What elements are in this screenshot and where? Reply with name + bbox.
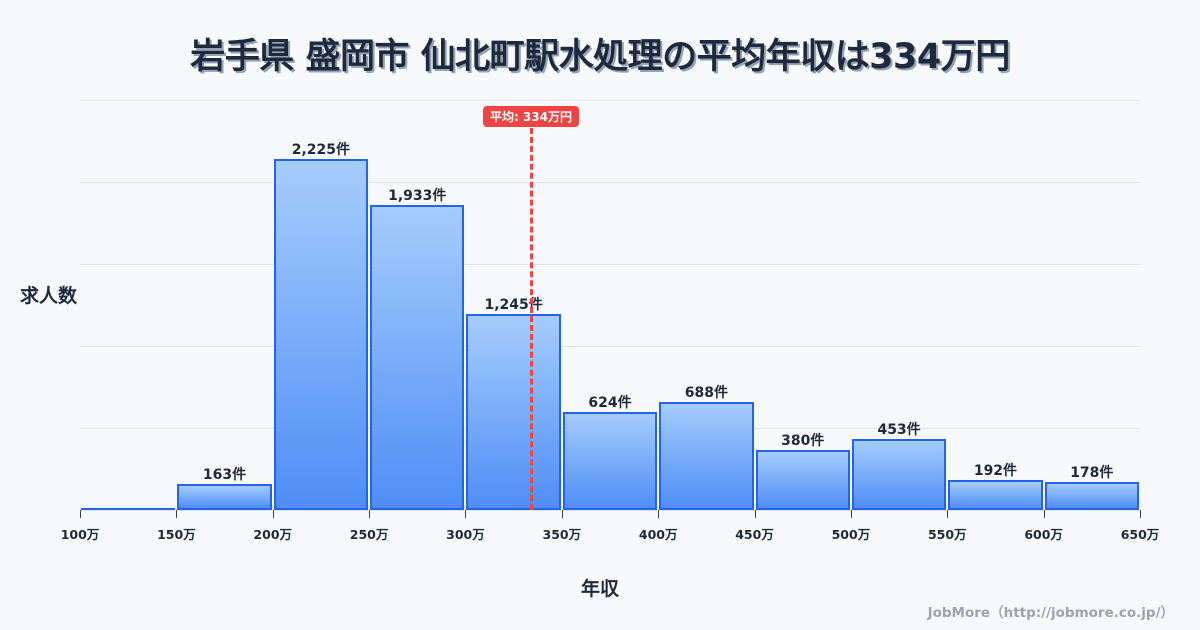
x-tick-label: 500万 (831, 527, 871, 542)
histogram-bar (177, 484, 272, 510)
x-tick-label: 350万 (542, 527, 582, 542)
histogram-bar (562, 411, 658, 510)
histogram-bar (948, 479, 1043, 510)
x-tick-label: 600万 (1024, 527, 1063, 542)
x-tick (176, 510, 178, 518)
x-tick (850, 510, 852, 518)
histogram-bar (81, 508, 176, 510)
bar-value-label: 1,245件 (484, 296, 543, 313)
x-tick-label: 400万 (638, 527, 678, 542)
x-tick (369, 510, 371, 518)
x-tick (272, 510, 274, 518)
x-tick (754, 510, 756, 518)
x-tick (80, 510, 81, 518)
x-tick-label: 150万 (157, 527, 196, 542)
x-tick (658, 510, 660, 518)
x-tick (465, 510, 467, 518)
average-badge: 平均: 334万円 (482, 106, 579, 127)
x-tick (1043, 510, 1045, 518)
histogram-bar (851, 438, 947, 510)
average-line (529, 128, 533, 510)
gridline (80, 100, 1140, 101)
chart-title: 岩手県 盛岡市 仙北町駅水処理の平均年収は334万円 (190, 37, 1010, 77)
plot-area: 163件 2,225件 1,933件 1,245件 624件 688件 380件 453件 19… (80, 100, 1140, 511)
bar-value-label: 624件 (588, 394, 632, 411)
gridline (80, 346, 1140, 347)
x-tick-label: 200万 (253, 527, 293, 542)
x-tick (1140, 510, 1141, 518)
bar-value-label: 163件 (202, 467, 247, 484)
bar-value-label: 2,225件 (291, 142, 351, 159)
bar-value-label: 192件 (973, 462, 1018, 479)
bar-value-label: 688件 (684, 384, 728, 401)
x-tick-label: 100万 (60, 527, 100, 542)
gridline (80, 510, 1140, 511)
x-tick-label: 550万 (927, 527, 967, 542)
x-axis-label: 年収 (580, 578, 619, 600)
bar-value-label: 453件 (877, 421, 921, 438)
y-axis-label: 求人数 (20, 285, 78, 307)
x-tick-label: 650万 (1120, 527, 1160, 542)
x-tick-label: 450万 (735, 527, 774, 542)
credit-text: JobMore（http://jobmore.co.jp/） (927, 605, 1174, 621)
x-tick-label: 250万 (349, 527, 389, 542)
histogram-bar (466, 313, 561, 510)
histogram-bar (659, 401, 754, 510)
x-tick-label: 300万 (446, 527, 485, 542)
histogram-bar (1044, 481, 1139, 510)
gridline (80, 182, 1140, 183)
histogram-bar (755, 450, 850, 510)
histogram-bar (273, 159, 369, 510)
gridline (80, 264, 1140, 265)
bar-value-label: 1,933件 (388, 188, 447, 205)
bar-value-label: 178件 (1070, 464, 1114, 481)
bar-value-label: 380件 (781, 433, 825, 450)
x-tick (947, 510, 949, 518)
histogram-bar (370, 205, 465, 510)
x-tick (561, 510, 563, 518)
